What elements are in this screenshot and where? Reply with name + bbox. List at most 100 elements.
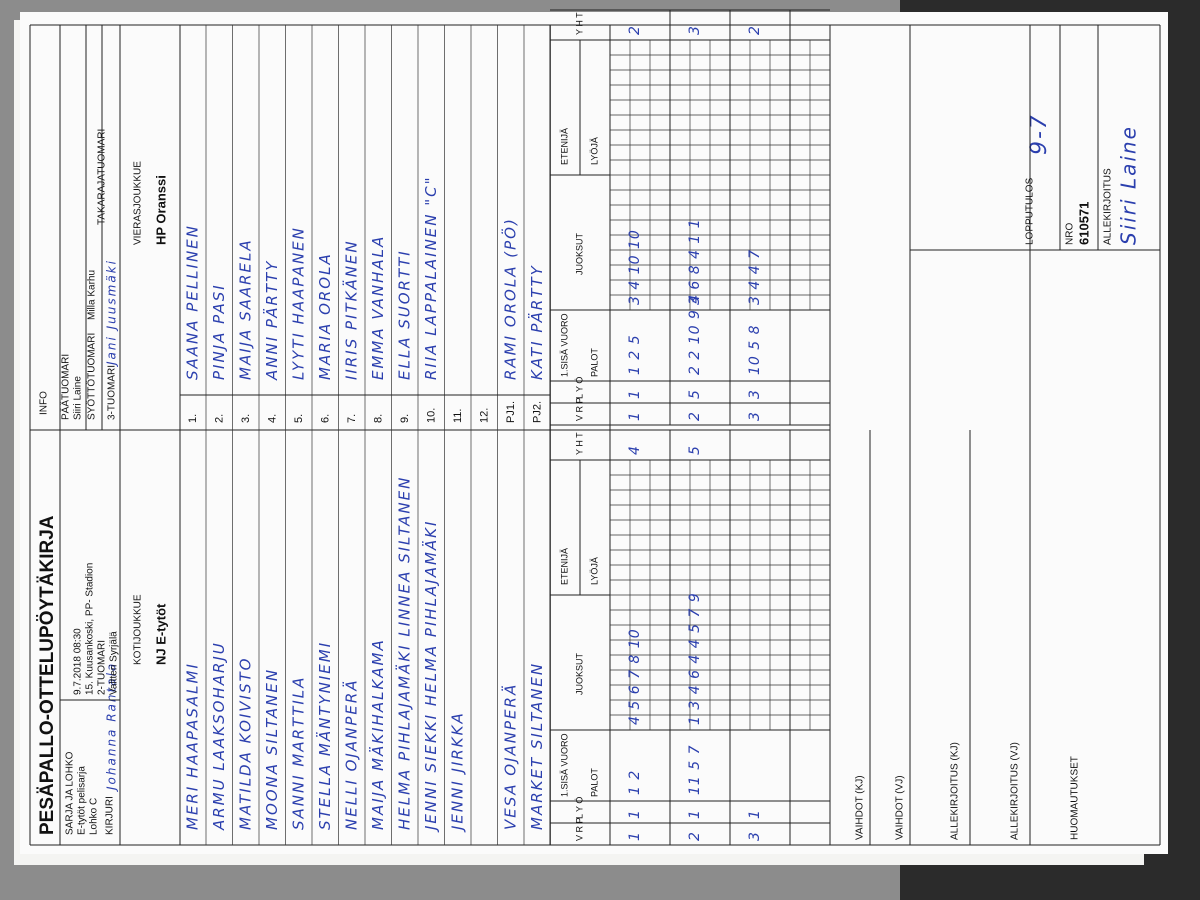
inning-entry: 1 3 4 6 4 4 5 7 9: [687, 592, 703, 725]
paper: [20, 12, 1168, 854]
field-value: Milla Karhu: [87, 270, 98, 320]
inning-entry: 10 5 8: [747, 324, 763, 375]
form: PESÄPALLO-OTTELUPÖYTÄKIRJA INFO SARJA JA…: [29, 9, 1161, 846]
row-number: 6.: [319, 414, 331, 423]
column-header: JUOKSUT: [574, 232, 584, 275]
team-label: KOTIJOUKKUE: [133, 594, 144, 665]
player-name: MARKET SILTANEN: [528, 662, 546, 830]
inning-entry: 1: [627, 411, 643, 421]
column-header: PALOT: [589, 768, 599, 797]
player-name: RIIA LAPPALAINEN "C": [422, 175, 440, 380]
field-label: 2-TUOMARI: [97, 640, 108, 695]
inning-entry: 4: [627, 445, 643, 455]
column-header: 1.SISÄ VUORO: [559, 313, 569, 377]
inning-entry: 3 4 4 7: [747, 249, 763, 305]
inning-entry: 2 2 10 9 4: [687, 294, 703, 375]
player-name: JENNI SIEKKI HELMA PIHLAJAMÄKI: [421, 520, 440, 833]
player-name: KATI PÄRTTY: [527, 264, 546, 380]
column-header: Y H T: [574, 432, 584, 455]
row-number: 12.: [478, 408, 490, 423]
field-label: 3-TUOMARI: [107, 365, 118, 420]
player-name: JENNI JIRKKA: [449, 711, 467, 833]
player-name: SAANA PELLINEN: [184, 224, 202, 380]
player-name: IIRIS PITKÄNEN: [342, 239, 361, 380]
player-name: MERI HAAPASALMI: [184, 662, 202, 830]
row-number: 3.: [240, 414, 252, 423]
player-name: RAMI OROLA (PÖ): [501, 217, 520, 380]
inning-entry: 1: [627, 831, 643, 841]
inning-entry: 1: [627, 389, 643, 399]
row-number: 5.: [293, 414, 305, 423]
player-name: LYYTI HAAPANEN: [290, 226, 308, 380]
field-label: VAIHDOT (VJ): [895, 775, 906, 840]
row-number: PJ2.: [531, 401, 543, 423]
player-name: HELMA PIHLAJAMÄKI LINNEA SILTANEN: [395, 476, 414, 830]
column-header: LYÖJÄ: [589, 137, 599, 165]
player-name: MAIJA SAARELA: [237, 238, 255, 380]
field-label: VAIHDOT (KJ): [855, 775, 866, 840]
row-number: 8.: [372, 414, 384, 423]
row-number: 4.: [266, 414, 278, 423]
field-value: Lohko C: [89, 798, 100, 835]
field-label: PÄÄTUOMARI: [60, 354, 72, 420]
column-header: ETENIJÄ: [559, 548, 569, 585]
field-label: HUOMAUTUKSET: [1070, 756, 1081, 840]
player-name: PINJA PASI: [210, 283, 228, 380]
row-number: 7.: [346, 414, 358, 423]
inning-entry: 11 5 7: [687, 744, 703, 795]
row-number: 11.: [452, 409, 464, 423]
inning-entry: 5: [687, 389, 703, 399]
player-name: MOONA SILTANEN: [263, 668, 281, 830]
inning-entry: 1: [747, 809, 763, 819]
player-name: ELLA SUORTTI: [396, 249, 414, 380]
field-label: SARJA JA LOHKO: [65, 751, 76, 835]
player-name: VESA OJANPERÄ: [501, 683, 520, 830]
player-name: NELLI OJANPERÄ: [342, 678, 361, 830]
field-label: ALLEKIRJOITUS: [1103, 168, 1114, 245]
player-name: ARMU LAAKSOHARJU: [210, 641, 228, 831]
field-value: 15. Kuusankoski, PP- Stadion: [85, 563, 96, 695]
team-name: NJ E-tytöt: [153, 603, 168, 665]
row-number: 9.: [399, 414, 411, 423]
inning-entry: 1 2 5: [627, 334, 643, 375]
match-number: 610571: [1076, 202, 1091, 245]
column-header: L Y Ö: [574, 377, 584, 399]
row-number: 10.: [425, 408, 437, 423]
column-header: PALOT: [589, 348, 599, 377]
field-label: ALLEKIRJOITUS (KJ): [950, 742, 961, 840]
column-header: ETENIJÄ: [559, 128, 569, 165]
inning-entry: 1: [627, 809, 643, 819]
column-header: LYÖJÄ: [589, 557, 599, 585]
field-value: 9.7.2018 08:30: [73, 628, 84, 695]
info-label: INFO: [39, 391, 50, 415]
form-title: PESÄPALLO-OTTELUPÖYTÄKIRJA: [37, 515, 58, 835]
handwriting: Siiri Laine: [1117, 125, 1141, 245]
inning-entry: 3: [747, 389, 763, 399]
player-name: MARIA OROLA: [316, 252, 334, 380]
handwriting: Jani Juusmäki: [105, 259, 119, 367]
inning-entry: 5: [687, 445, 703, 455]
inning-entry: 3 6 8 4 1 1: [687, 218, 703, 305]
team-label: VIERASJOUKKUE: [133, 161, 144, 245]
field-value: Siiri Laine: [73, 376, 84, 420]
player-name: MATILDA KOIVISTO: [237, 657, 255, 830]
field-label: KIRJURI: [105, 796, 116, 835]
row-number: PJ1.: [505, 401, 517, 423]
row-number: 2.: [213, 414, 225, 423]
inning-entry: 2: [687, 411, 703, 421]
player-name: MAIJA MÄKIHALKAMA: [368, 638, 387, 830]
column-header: JUOKSUT: [574, 652, 584, 695]
inning-entry: 1 2: [627, 770, 643, 795]
player-name: SANNI MARTTILA: [290, 676, 308, 830]
inning-entry: 3: [747, 411, 763, 421]
field-value: E-tytöt pelisarja: [77, 766, 88, 835]
column-header: V R P: [574, 817, 584, 841]
inning-entry: 3 4 10 10: [627, 229, 643, 305]
inning-entry: 2: [627, 25, 643, 35]
field-label: NRO: [1065, 223, 1076, 245]
handwriting: 9-7: [1027, 113, 1052, 155]
player-name: STELLA MÄNTYNIEMI: [315, 641, 334, 830]
field-label: ALLEKIRJOITUS (VJ): [1010, 742, 1021, 840]
player-name: ANNI PÄRTTY: [262, 260, 281, 381]
player-name: EMMA VANHALA: [369, 235, 387, 380]
